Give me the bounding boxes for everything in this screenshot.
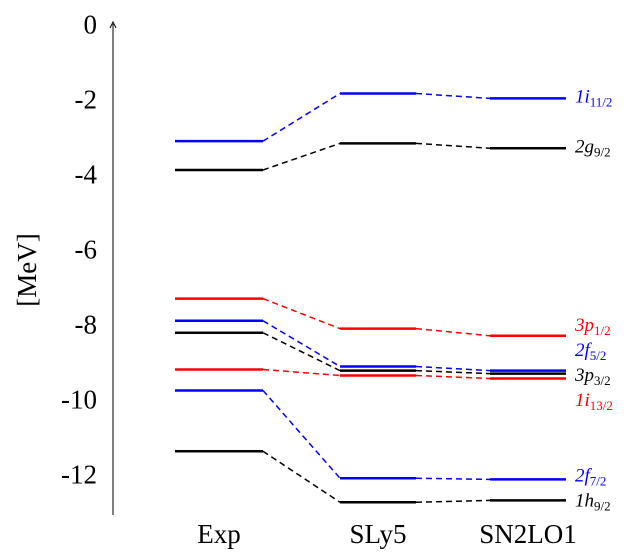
level-label: 2g9/2	[575, 137, 611, 160]
level-label-sub: 1/2	[594, 323, 611, 338]
connector	[262, 450, 341, 503]
connector	[262, 332, 341, 372]
y-tick-label: -8	[75, 310, 98, 340]
level-label-name: 1i	[575, 87, 590, 108]
level-label-name: 2f	[575, 340, 593, 361]
connector	[415, 374, 491, 380]
x-tick-label: SN2LO1	[479, 519, 577, 549]
level-label-name: 2f	[575, 466, 593, 487]
connector	[415, 499, 491, 503]
level-label-sub: 3/2	[594, 373, 611, 388]
level-label: 1h9/2	[575, 491, 611, 514]
level-label-sub: 13/2	[590, 398, 613, 413]
connector	[415, 327, 491, 337]
axis-arrow	[109, 20, 117, 29]
x-tick-label: SLy5	[349, 519, 406, 549]
connector	[415, 92, 491, 100]
y-tick-label: -6	[75, 235, 98, 265]
level-label-sub: 5/2	[590, 348, 607, 363]
level-label: 2f5/2	[575, 340, 606, 363]
level-label-name: 2g	[575, 137, 594, 158]
level-label: 2f7/2	[575, 466, 606, 489]
connector	[262, 142, 341, 171]
y-tick-label: -10	[61, 385, 97, 415]
y-tick-label: -2	[75, 85, 98, 115]
level-label: 3p3/2	[574, 365, 611, 388]
connector	[262, 297, 341, 330]
level-label-sub: 9/2	[594, 498, 611, 513]
y-tick-label: -4	[75, 160, 98, 190]
y-tick-label: 0	[84, 10, 98, 40]
connector	[262, 390, 341, 479]
connector	[415, 142, 491, 149]
y-tick-label: -12	[61, 460, 97, 490]
y-axis-label: [MeV]	[12, 233, 42, 306]
level-label-name: 3p	[574, 365, 594, 386]
level-label-sub: 11/2	[590, 94, 613, 109]
level-label-sub: 7/2	[590, 473, 607, 488]
connector	[415, 477, 491, 481]
level-label-name: 1h	[575, 491, 594, 512]
level-label-sub: 9/2	[594, 144, 611, 159]
connector	[415, 369, 491, 375]
connector	[262, 368, 341, 377]
connector	[262, 92, 341, 142]
level-label: 1i11/2	[575, 87, 612, 110]
x-tick-label: Exp	[197, 519, 241, 549]
level-label: 3p1/2	[574, 315, 611, 338]
level-label-name: 3p	[574, 315, 594, 336]
connector	[262, 320, 341, 368]
level-label: 1i13/2	[575, 390, 613, 413]
level-label-name: 1i	[575, 390, 590, 411]
connector	[415, 365, 491, 372]
